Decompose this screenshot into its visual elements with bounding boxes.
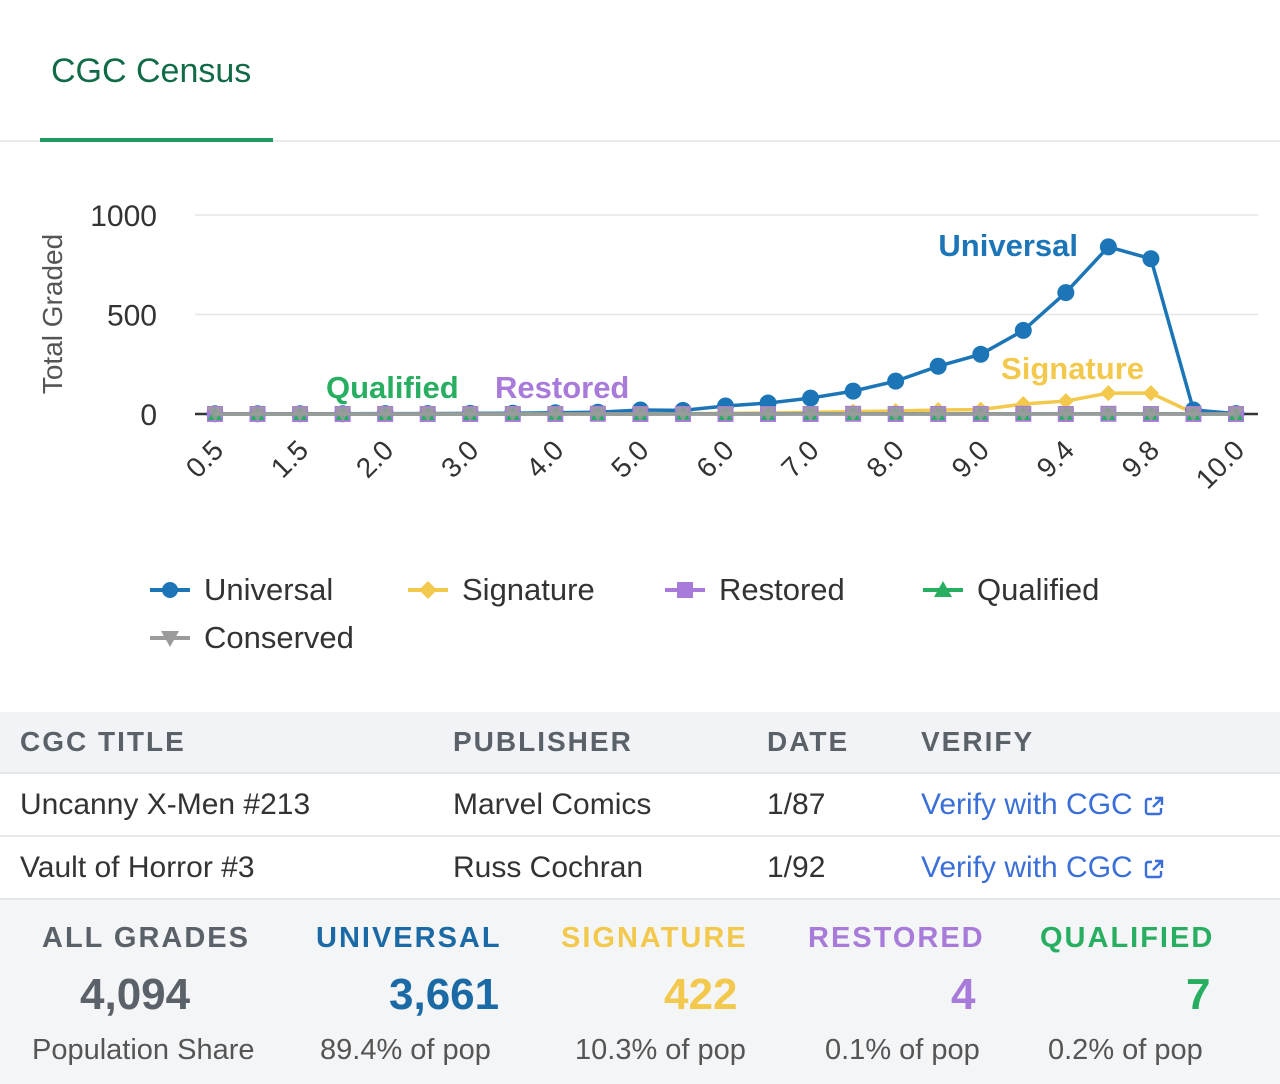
table-row: Uncanny X-Men #213 Marvel Comics 1/87 Ve… [0, 774, 1280, 837]
stat-sub: 10.3% of pop [575, 1034, 746, 1067]
x-tick-label: 0.5 [180, 434, 229, 483]
x-tick-label: 8.0 [860, 434, 909, 483]
legend-label: Universal [204, 572, 333, 608]
legend-label: Signature [462, 572, 595, 608]
x-tick-label: 9.4 [1031, 434, 1080, 483]
external-link-icon [1143, 795, 1165, 817]
data-point-universal [845, 383, 862, 400]
tab-cgc-census[interactable]: CGC Census [40, 0, 273, 140]
cell-title: Vault of Horror #3 [20, 851, 255, 885]
column-header-date: DATE [767, 726, 849, 758]
series-conserved [207, 407, 1244, 422]
stat-label: RESTORED [808, 922, 985, 955]
stat-label: QUALIFIED [1040, 922, 1214, 955]
chart-annotations: Universal Signature Qualified Restored [326, 228, 1144, 405]
annotation-universal: Universal [938, 228, 1078, 263]
stat-signature: SIGNATURE 422 10.3% of pop [535, 900, 785, 1084]
circle-marker-icon [150, 574, 190, 606]
y-tick-label: 1000 [90, 200, 157, 233]
stat-label: SIGNATURE [561, 922, 748, 955]
y-tick-label: 500 [107, 300, 157, 333]
x-tick-label: 3.0 [435, 434, 484, 483]
x-axis-ticks: 0.5 1.5 2.0 3.0 4.0 5.0 6.0 7.0 8.0 9.0 9.4 9.8 10.0 [180, 434, 1250, 494]
legend-label: Qualified [977, 572, 1099, 608]
external-link-icon [1143, 858, 1165, 880]
legend-label: Restored [719, 572, 845, 608]
annotation-qualified: Qualified [326, 370, 459, 405]
stat-qualified: QUALIFIED 7 0.2% of pop [1015, 900, 1280, 1084]
x-tick-label: 4.0 [520, 434, 569, 483]
verify-link-label: Verify with CGC [921, 788, 1133, 821]
tab-label: CGC Census [51, 52, 251, 91]
cell-publisher: Marvel Comics [453, 788, 651, 822]
tab-bar: CGC Census [0, 0, 1280, 142]
column-header-publisher: PUBLISHER [453, 726, 633, 758]
y-tick-label: 0 [140, 399, 157, 432]
stat-all-grades: ALL GRADES 4,094 Population Share [0, 900, 285, 1084]
verify-link-label: Verify with CGC [921, 851, 1133, 884]
stat-sub: 89.4% of pop [320, 1034, 491, 1067]
square-marker-icon [665, 574, 705, 606]
data-point-universal [930, 358, 947, 375]
data-point-signature [1143, 385, 1159, 401]
stat-value: 422 [664, 970, 737, 1020]
data-point-universal [1057, 284, 1074, 301]
population-stats: ALL GRADES 4,094 Population Share UNIVER… [0, 898, 1280, 1084]
data-point-universal [1015, 322, 1032, 339]
diamond-marker-icon [408, 574, 448, 606]
data-point-universal [802, 390, 819, 407]
stat-value: 3,661 [389, 970, 499, 1020]
stat-sub: 0.1% of pop [825, 1034, 980, 1067]
stat-universal: UNIVERSAL 3,661 89.4% of pop [285, 900, 535, 1084]
x-tick-label: 5.0 [605, 434, 654, 483]
cgc-title-table: CGC TITLE PUBLISHER DATE VERIFY Uncanny … [0, 712, 1280, 900]
y-axis-label: Total Graded [37, 234, 68, 394]
data-point-universal [1100, 238, 1117, 255]
table-row: Vault of Horror #3 Russ Cochran 1/92 Ver… [0, 837, 1280, 900]
data-point-universal [972, 346, 989, 363]
cell-date: 1/92 [767, 851, 825, 885]
x-tick-label: 7.0 [775, 434, 824, 483]
stat-value: 4 [951, 970, 975, 1020]
stat-label: ALL GRADES [42, 922, 250, 955]
x-tick-label: 9.0 [946, 434, 995, 483]
triangle-marker-icon [923, 574, 963, 606]
verify-with-cgc-link[interactable]: Verify with CGC [921, 851, 1165, 885]
triangle-down-marker-icon [150, 622, 190, 654]
annotation-signature: Signature [1001, 351, 1144, 386]
stat-value: 7 [1186, 970, 1210, 1020]
census-line-chart: 0 500 1000 0.5 1.5 2.0 3.0 4.0 5.0 6.0 7.0 8.0 9.0 9… [0, 142, 1280, 562]
column-header-verify: VERIFY [921, 726, 1034, 758]
cell-publisher: Russ Cochran [453, 851, 643, 885]
x-tick-label: 9.8 [1116, 434, 1165, 483]
stat-label: UNIVERSAL [316, 922, 502, 955]
verify-with-cgc-link[interactable]: Verify with CGC [921, 788, 1165, 822]
stat-sub: 0.2% of pop [1048, 1034, 1203, 1067]
data-point-universal [887, 373, 904, 390]
x-tick-label: 2.0 [350, 434, 399, 483]
table-header: CGC TITLE PUBLISHER DATE VERIFY [0, 712, 1280, 774]
cell-date: 1/87 [767, 788, 825, 822]
cell-title: Uncanny X-Men #213 [20, 788, 310, 822]
annotation-restored: Restored [495, 370, 629, 405]
x-tick-label: 1.5 [265, 434, 314, 483]
data-point-universal [1142, 250, 1159, 267]
x-tick-label: 6.0 [690, 434, 739, 483]
stat-sub: Population Share [32, 1034, 255, 1067]
x-tick-label: 10.0 [1190, 434, 1250, 494]
y-axis-ticks: 0 500 1000 [90, 200, 157, 432]
stat-value: 4,094 [80, 970, 190, 1020]
stat-restored: RESTORED 4 0.1% of pop [785, 900, 1015, 1084]
data-point-signature [1100, 385, 1116, 401]
column-header-title: CGC TITLE [20, 726, 186, 758]
legend-label: Conserved [204, 620, 354, 656]
